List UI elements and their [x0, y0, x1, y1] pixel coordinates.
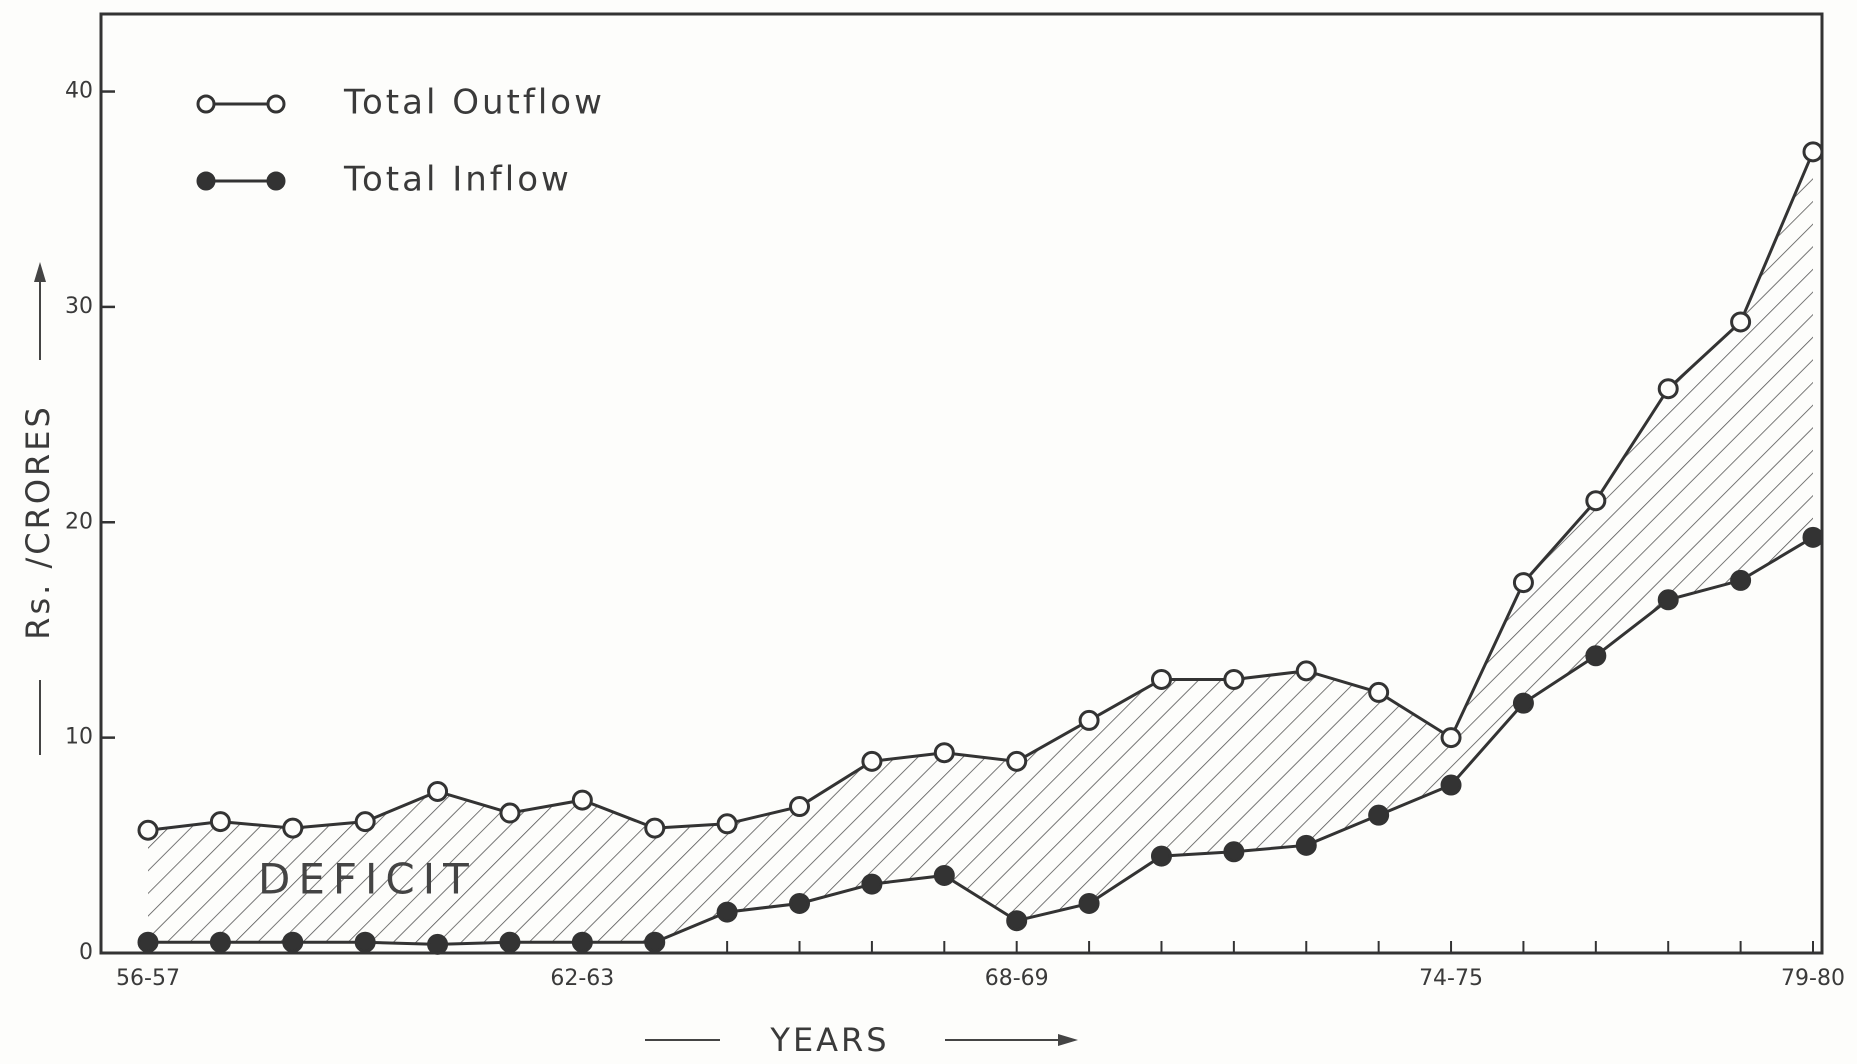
data-point [861, 750, 883, 772]
data-point [282, 817, 304, 839]
data-point [861, 873, 883, 895]
data-point [1802, 526, 1824, 548]
y-tick-label: 10 [65, 725, 93, 750]
data-point [789, 892, 811, 914]
data-point [933, 742, 955, 764]
legend-marker [266, 94, 286, 114]
data-point [1802, 141, 1824, 163]
data-point [1150, 668, 1172, 690]
data-point [1006, 750, 1028, 772]
annotation: DEFICIT [258, 855, 477, 904]
data-point [282, 931, 304, 953]
x-tick-label: 62-63 [550, 966, 614, 991]
data-point [1657, 589, 1679, 611]
data-point [499, 802, 521, 824]
data-point [716, 901, 738, 923]
data-point [1730, 311, 1752, 333]
y-axis-label: Rs. /CRORES [19, 404, 57, 640]
data-point [1295, 834, 1317, 856]
data-point [1440, 727, 1462, 749]
data-point [1006, 910, 1028, 932]
x-tick-label: 74-75 [1419, 966, 1483, 991]
legend-marker [196, 171, 216, 191]
data-point [1512, 572, 1534, 594]
y-tick-label: 0 [79, 940, 93, 965]
x-tick-label: 56-57 [116, 966, 180, 991]
data-point [571, 789, 593, 811]
y-tick-label: 20 [65, 509, 93, 534]
data-point [571, 931, 593, 953]
data-point [933, 864, 955, 886]
data-point [1730, 569, 1752, 591]
data-point [1078, 709, 1100, 731]
data-point [1368, 681, 1390, 703]
data-point [1150, 845, 1172, 867]
data-point [1295, 660, 1317, 682]
data-point [1585, 490, 1607, 512]
data-point [137, 819, 159, 841]
data-point [789, 796, 811, 818]
data-point [209, 931, 231, 953]
series-line [148, 536, 1814, 946]
data-point [1368, 804, 1390, 826]
legend-label: Total Outflow [343, 83, 605, 123]
data-point [427, 780, 449, 802]
data-point [209, 811, 231, 833]
y-tick-label: 30 [65, 294, 93, 319]
deficit-area [148, 151, 1813, 945]
data-point [1512, 692, 1534, 714]
data-point [1078, 892, 1100, 914]
x-arrow-head [1058, 1034, 1078, 1046]
legend-marker [196, 94, 216, 114]
x-tick-label: 79-80 [1781, 966, 1845, 991]
legend-label: Total Inflow [343, 160, 572, 200]
x-axis-label: YEARS [769, 1021, 889, 1059]
data-point [1223, 841, 1245, 863]
x-tick-label: 68-69 [985, 966, 1049, 991]
legend-marker [266, 171, 286, 191]
data-point [427, 933, 449, 955]
y-arrow-head [34, 262, 46, 282]
data-point [1440, 774, 1462, 796]
data-point [137, 931, 159, 953]
plot-frame [99, 12, 1824, 955]
data-point [644, 817, 666, 839]
data-point [354, 811, 376, 833]
data-point [1657, 378, 1679, 400]
data-point [716, 813, 738, 835]
series-line [147, 151, 1815, 832]
y-tick-label: 40 [65, 79, 93, 104]
data-point [1585, 645, 1607, 667]
data-point [499, 931, 521, 953]
data-point [354, 931, 376, 953]
data-point [1223, 668, 1245, 690]
data-point [644, 931, 666, 953]
